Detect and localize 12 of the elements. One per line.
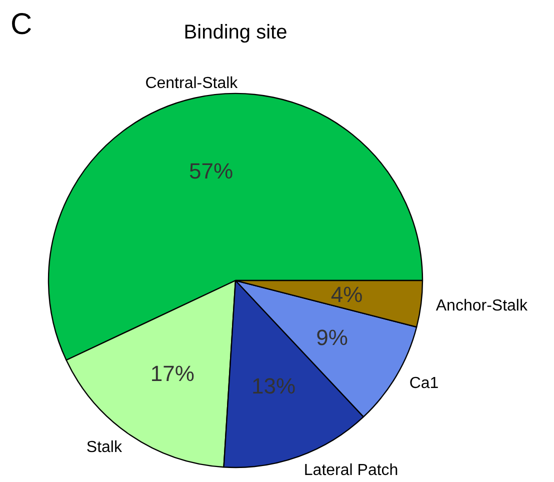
data-label: 9%	[316, 325, 348, 350]
data-label: 13%	[251, 374, 296, 399]
data-label: 17%	[150, 360, 194, 386]
data-label: 57%	[189, 158, 234, 184]
data-label: 4%	[330, 282, 363, 308]
text: C	[10, 8, 32, 41]
slice-label: Anchor-Stalk	[436, 297, 528, 314]
chart-title: Binding site	[184, 22, 288, 44]
slice-label: Stalk	[86, 439, 123, 456]
slice-label: Ca1	[409, 374, 439, 392]
slice-label: Central-Stalk	[145, 74, 239, 92]
slice-label: Lateral Patch	[304, 462, 398, 480]
